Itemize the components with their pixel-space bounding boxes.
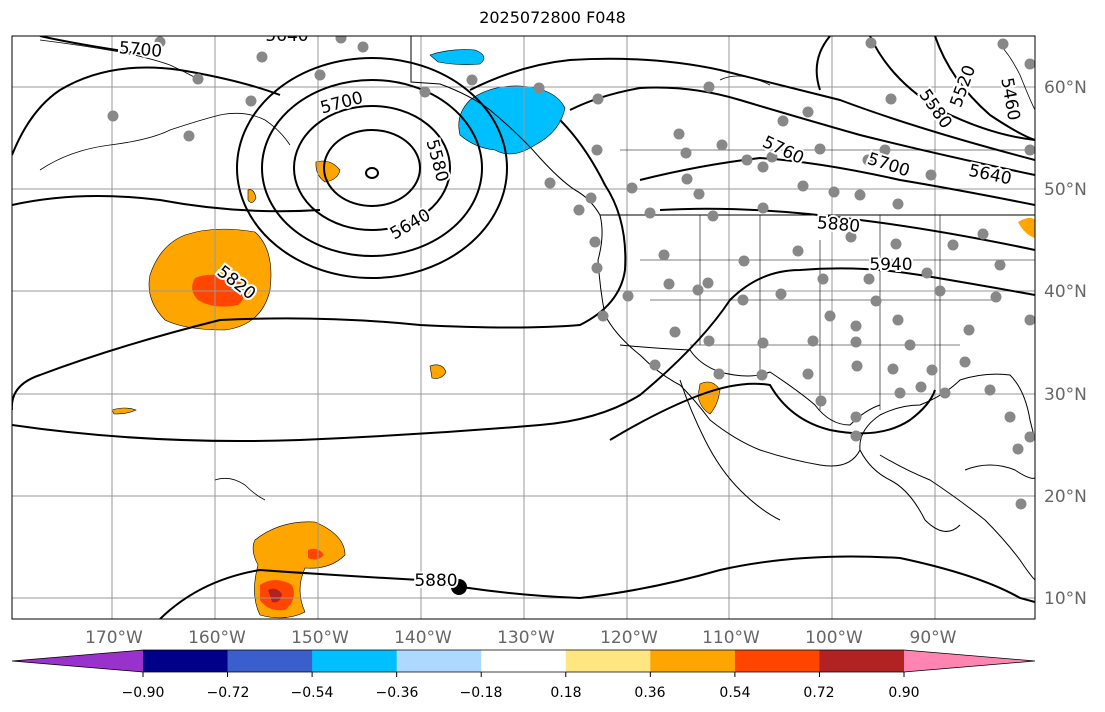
lat-label: 60°N	[1044, 78, 1087, 98]
coastlines	[39, 36, 1035, 581]
colorbar-tick: 0.18	[550, 685, 581, 701]
lat-label: 10°N	[1044, 589, 1087, 609]
colorbar-segment	[143, 650, 229, 672]
lon-label: 140°W	[394, 628, 452, 648]
contour-label: 5700	[118, 38, 163, 62]
height-contours	[12, 36, 1035, 619]
colorbar-extend-low	[12, 650, 143, 672]
colorbar-tick: 0.54	[719, 685, 750, 701]
contour-label: 5880	[816, 213, 861, 237]
colorbar-segment	[650, 650, 736, 672]
lon-label: 170°W	[85, 628, 143, 648]
graticule	[12, 36, 1035, 619]
tropical-cyclone-marker	[451, 579, 467, 595]
colorbar-segment	[734, 650, 820, 672]
colorbar-tick: −0.54	[291, 685, 334, 701]
map-frame	[11, 35, 1036, 620]
colorbar-segment	[565, 650, 651, 672]
contour-label: 5880	[414, 571, 457, 591]
colorbar-tick: −0.18	[460, 685, 503, 701]
colorbar	[11, 649, 1036, 677]
colorbar-tick: −0.36	[376, 685, 419, 701]
colorbar-tick-labels: −0.90 −0.72 −0.54 −0.36 −0.18 0.18 0.36 …	[122, 685, 920, 701]
colorbar-tick: −0.90	[122, 685, 165, 701]
lat-label: 40°N	[1044, 282, 1087, 302]
colorbar-segment	[312, 650, 398, 672]
lat-label: 30°N	[1044, 385, 1087, 405]
colorbar-tick: −0.72	[207, 685, 250, 701]
lon-label: 110°W	[702, 628, 760, 648]
colorbar-tick: 0.36	[634, 685, 665, 701]
station-markers	[107, 36, 1035, 510]
colorbar-segment	[481, 650, 567, 672]
colorbar-tick: 0.90	[888, 685, 919, 701]
lon-label: 130°W	[497, 628, 555, 648]
colorbar-segment	[819, 650, 905, 672]
lon-label: 150°W	[291, 628, 349, 648]
lon-label: 90°W	[910, 628, 957, 648]
contour-label: 5640	[265, 26, 308, 46]
lon-label: 100°W	[805, 628, 863, 648]
map-plot-area: 5700 5640 5700 5580 5640 5820 5760 5700 …	[12, 26, 1035, 619]
contour-label: 5940	[869, 255, 912, 275]
colorbar-segment	[227, 650, 313, 672]
colorbar-extend-high	[904, 650, 1035, 672]
lat-label: 20°N	[1044, 487, 1087, 507]
colorbar-tick: 0.72	[803, 685, 834, 701]
latitude-labels: 60°N 50°N 40°N 30°N 20°N 10°N	[1044, 78, 1087, 609]
lon-label: 160°W	[188, 628, 246, 648]
anomaly-shading	[111, 49, 1035, 619]
longitude-labels: 170°W 160°W 150°W 140°W 130°W 120°W 110°…	[85, 628, 957, 648]
lon-label: 120°W	[600, 628, 658, 648]
map-title: 2025072800 F048	[479, 8, 626, 27]
colorbar-segment	[396, 650, 482, 672]
lat-label: 50°N	[1044, 180, 1087, 200]
